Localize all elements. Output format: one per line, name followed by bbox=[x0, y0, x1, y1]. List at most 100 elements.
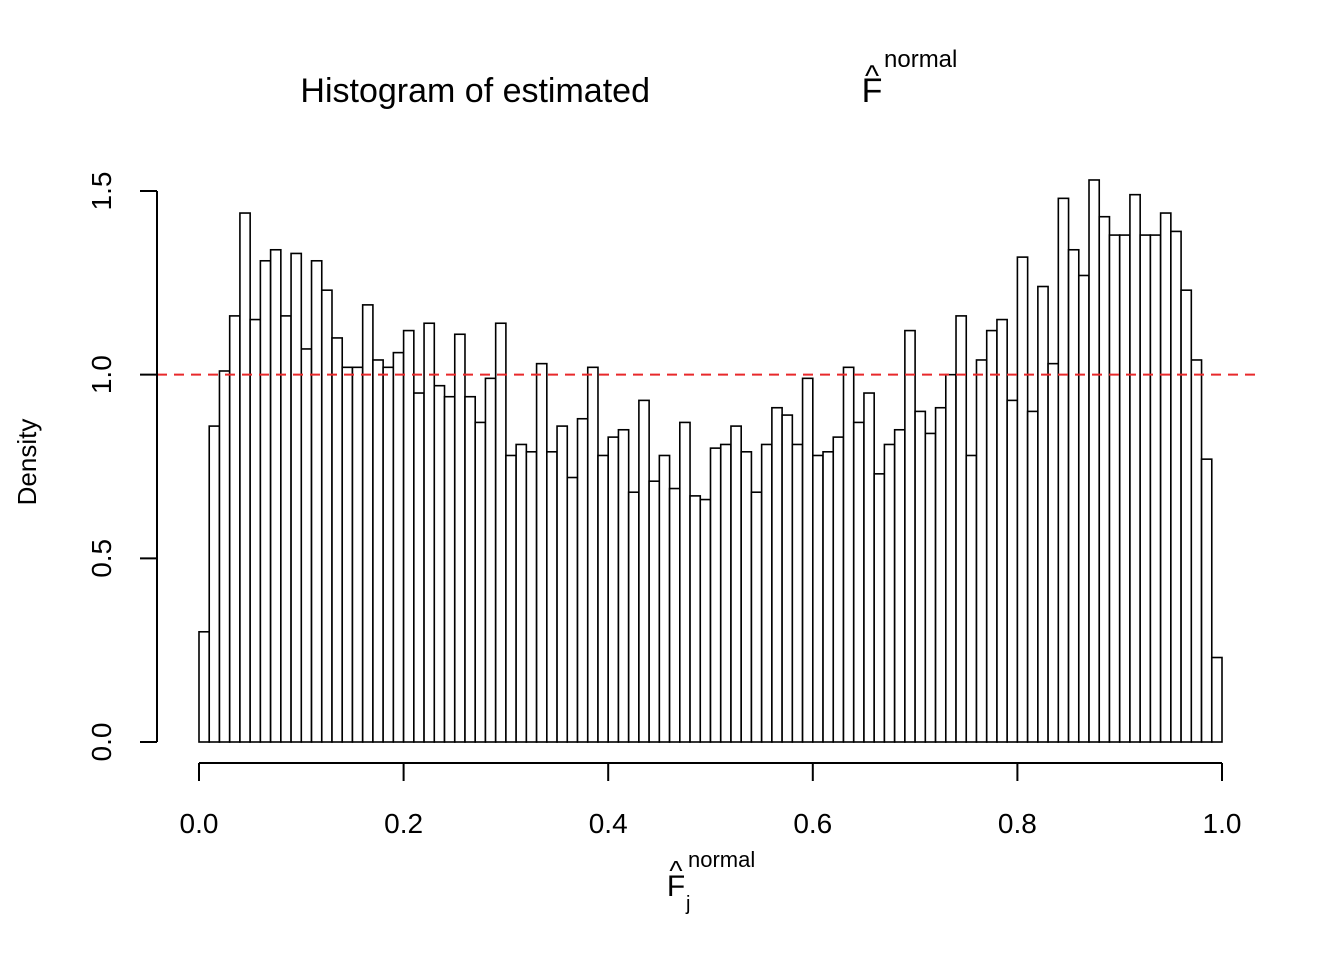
histogram-bar bbox=[290, 252, 303, 743]
x-tick-label: 0.0 bbox=[180, 808, 219, 839]
histogram-bar bbox=[423, 322, 436, 743]
histogram-bar bbox=[413, 392, 425, 743]
histogram-bar bbox=[689, 495, 702, 743]
histogram-bar bbox=[801, 377, 814, 743]
histogram-bar bbox=[852, 421, 865, 743]
histogram-bar bbox=[433, 384, 446, 743]
histogram-bar bbox=[392, 351, 405, 743]
histogram-bar bbox=[668, 487, 681, 743]
x-tick-label: 0.4 bbox=[589, 808, 628, 839]
histogram-bar bbox=[505, 454, 517, 743]
histogram-bar bbox=[341, 366, 354, 743]
histogram-bar bbox=[249, 318, 262, 743]
histogram-bar bbox=[893, 428, 906, 743]
histogram-bar bbox=[904, 329, 916, 743]
histogram-bar bbox=[1210, 656, 1223, 743]
histogram-bar bbox=[781, 414, 794, 743]
y-tick-label: 1.5 bbox=[86, 172, 117, 211]
histogram-bar bbox=[1037, 285, 1049, 743]
xlabel-superscript: normal bbox=[688, 847, 755, 872]
histogram-bar bbox=[515, 443, 528, 743]
histogram-bar bbox=[699, 498, 712, 743]
histogram-bar bbox=[791, 443, 804, 743]
y-axis-label: Density bbox=[12, 419, 42, 506]
histogram-bar bbox=[372, 359, 384, 743]
histogram-bar bbox=[1006, 399, 1019, 743]
histogram-bar bbox=[679, 421, 691, 743]
x-tick-label: 0.6 bbox=[793, 808, 832, 839]
histogram-bar bbox=[1016, 256, 1029, 743]
histogram-bar bbox=[822, 451, 835, 743]
histogram-bar bbox=[863, 392, 875, 743]
histogram-bar bbox=[259, 259, 272, 743]
histogram-bar bbox=[955, 315, 968, 743]
histogram-bar bbox=[1170, 230, 1182, 743]
histogram-bar bbox=[269, 248, 282, 743]
histogram-bar bbox=[494, 322, 507, 743]
histogram-bar bbox=[965, 454, 978, 743]
y-axis: 0.0 0.5 1.0 1.5 bbox=[86, 172, 158, 762]
xlabel-hat: ^ bbox=[669, 855, 682, 886]
histogram-bar bbox=[709, 447, 722, 743]
histogram-bar bbox=[1026, 410, 1039, 743]
histogram-bar bbox=[402, 329, 415, 743]
histogram-bar bbox=[760, 443, 773, 743]
histogram-bar bbox=[1180, 289, 1193, 743]
histogram-bar bbox=[1190, 359, 1203, 743]
histogram-bar bbox=[208, 425, 221, 743]
histogram-bar bbox=[1067, 248, 1080, 743]
histogram-bar bbox=[474, 421, 487, 743]
histogram-bar bbox=[228, 315, 241, 743]
histogram-bar bbox=[740, 451, 753, 743]
x-tick-label: 0.8 bbox=[998, 808, 1037, 839]
histogram-bar bbox=[464, 395, 477, 743]
histogram-bar bbox=[484, 377, 497, 743]
histogram-bar bbox=[1057, 197, 1070, 743]
title-text: Histogram of estimated bbox=[300, 72, 650, 110]
histogram-bar bbox=[658, 454, 671, 743]
histogram-bar bbox=[842, 366, 855, 743]
histogram-bar bbox=[320, 289, 333, 743]
histogram-bar bbox=[597, 454, 609, 743]
histogram-bar bbox=[617, 428, 630, 743]
histogram-bar bbox=[351, 366, 364, 743]
chart-title: Histogram of estimated F ^ normal bbox=[300, 46, 957, 110]
histogram-bar bbox=[1088, 179, 1101, 743]
histogram-bar bbox=[996, 318, 1008, 743]
histogram-bar bbox=[924, 432, 937, 743]
title-superscript: normal bbox=[884, 46, 957, 73]
histogram-bar bbox=[198, 630, 211, 743]
histogram-bar bbox=[811, 454, 824, 743]
xlabel-symbol: F bbox=[667, 870, 685, 903]
histogram-bar bbox=[934, 406, 947, 743]
histogram-bar bbox=[382, 366, 395, 743]
histogram-bar bbox=[1139, 234, 1152, 743]
histogram-bar bbox=[300, 348, 313, 743]
histogram-bar bbox=[719, 443, 732, 743]
histogram-bar bbox=[1149, 234, 1162, 743]
histogram-bar bbox=[525, 451, 538, 743]
histogram-bar bbox=[1159, 212, 1172, 743]
histogram-bar bbox=[730, 425, 742, 743]
histogram-bar bbox=[985, 329, 998, 743]
histogram-bar bbox=[771, 406, 783, 743]
histogram-bar bbox=[883, 443, 896, 743]
histogram-bar bbox=[239, 212, 251, 743]
y-tick-label: 0.0 bbox=[86, 723, 117, 762]
histogram-bar bbox=[556, 425, 569, 743]
histogram-bar bbox=[546, 451, 558, 743]
histogram-bar bbox=[1129, 193, 1141, 743]
histogram-bar bbox=[750, 491, 763, 743]
histogram-bar bbox=[1047, 362, 1060, 743]
title-hat: ^ bbox=[865, 60, 879, 93]
histogram-bar bbox=[361, 304, 374, 743]
histogram-bar bbox=[607, 436, 620, 743]
histogram-bar bbox=[1200, 458, 1213, 743]
histogram-bar bbox=[218, 370, 231, 743]
histogram-bar bbox=[576, 417, 589, 743]
xlabel-subscript: j bbox=[685, 893, 690, 915]
histogram-bar bbox=[832, 436, 845, 743]
histogram-bar bbox=[1098, 215, 1111, 743]
x-tick-label: 0.2 bbox=[384, 808, 423, 839]
histogram-bar bbox=[535, 362, 548, 743]
